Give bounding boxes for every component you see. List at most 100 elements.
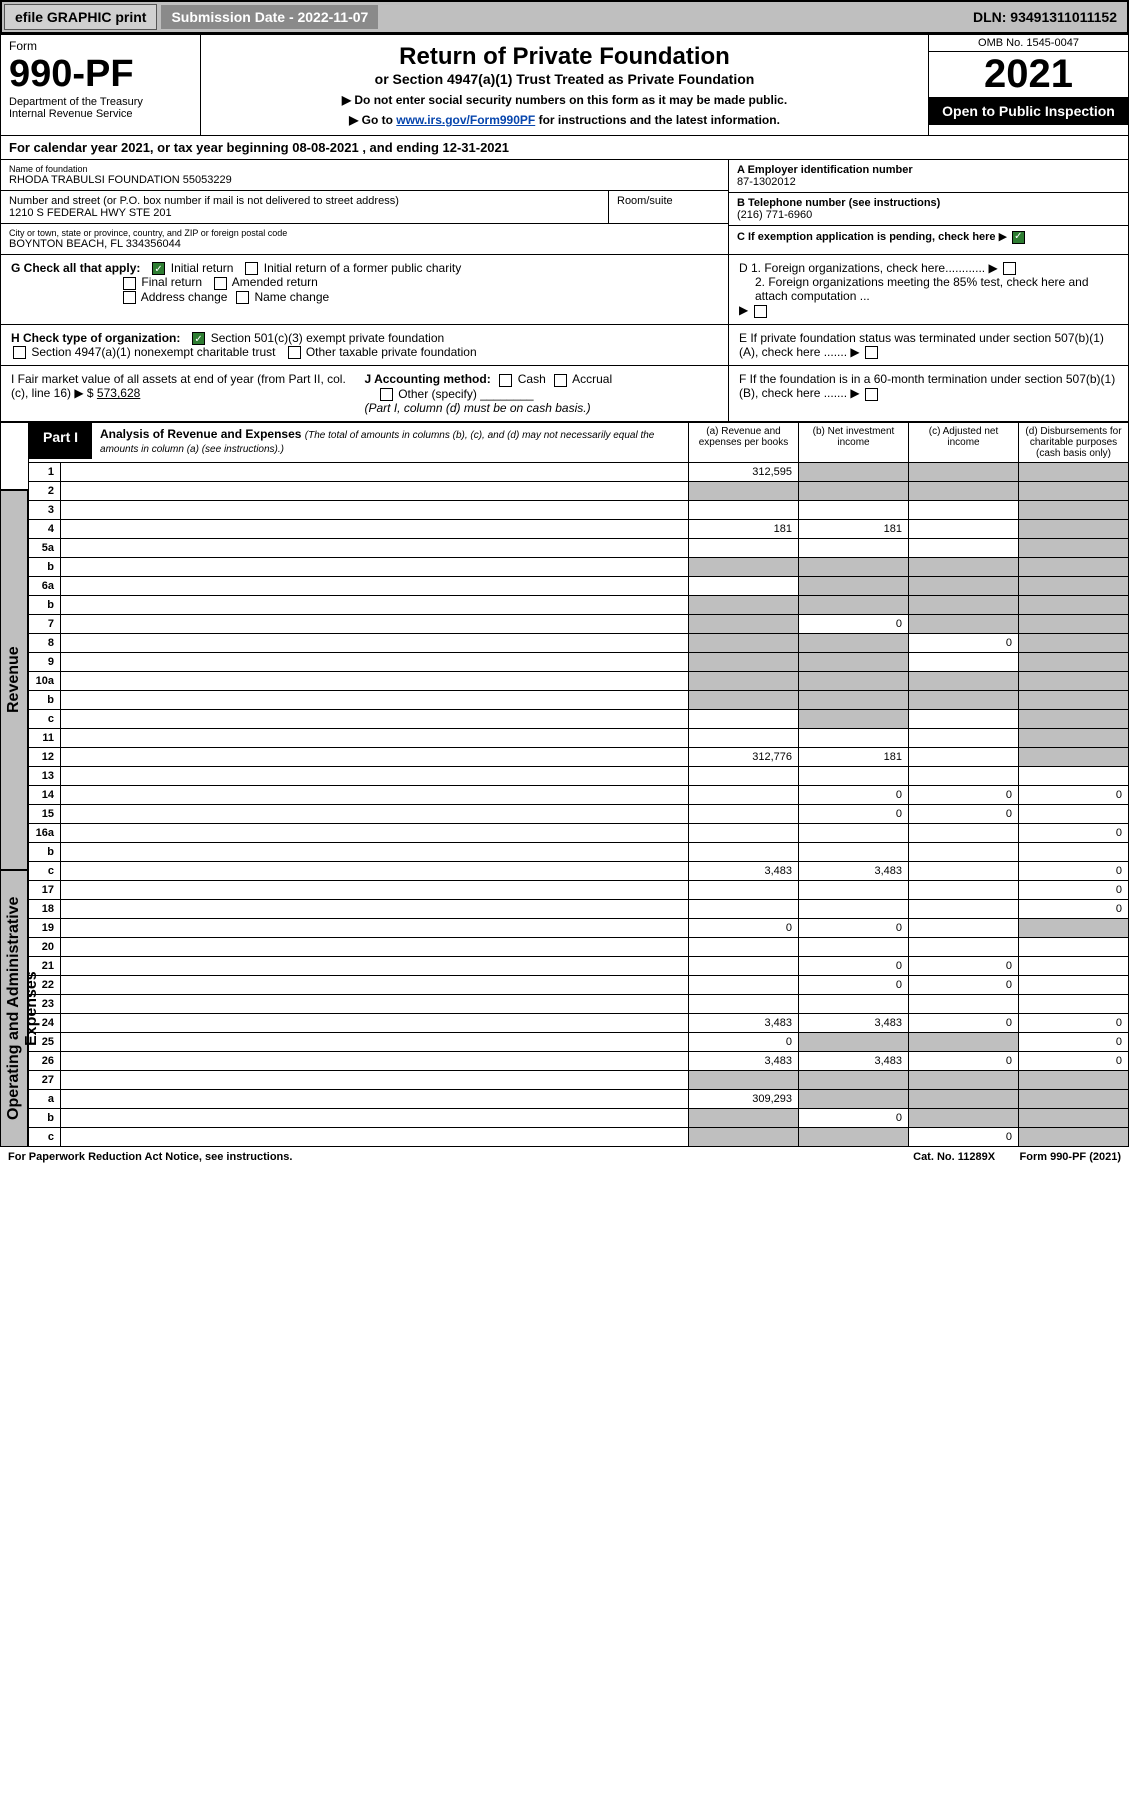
table-row: 10a <box>29 671 1129 690</box>
name-change-checkbox[interactable] <box>236 291 249 304</box>
omb: OMB No. 1545-0047 <box>929 35 1128 52</box>
room-cell: Room/suite <box>608 191 728 223</box>
part1-tag: Part I <box>29 423 92 459</box>
table-row: c <box>29 709 1129 728</box>
table-row: b <box>29 690 1129 709</box>
table-row: 2200 <box>29 975 1129 994</box>
form-label: Form <box>9 39 192 53</box>
table-row: c0 <box>29 1127 1129 1146</box>
arrow-icon: ▶ <box>999 230 1007 243</box>
table-row: 180 <box>29 899 1129 918</box>
initial-public-checkbox[interactable] <box>245 262 258 275</box>
table-row: 16a0 <box>29 823 1129 842</box>
table-row: 20 <box>29 937 1129 956</box>
d2-checkbox[interactable] <box>754 305 767 318</box>
city-cell: City or town, state or province, country… <box>1 224 728 254</box>
table-row: 3 <box>29 500 1129 519</box>
exemption-checkbox[interactable] <box>1012 231 1025 244</box>
foundation-info: Name of foundation RHODA TRABULSI FOUNDA… <box>0 160 1129 255</box>
table-row: 2100 <box>29 956 1129 975</box>
expenses-label: Operating and Administrative Expenses <box>0 870 28 1147</box>
table-row: 1312,595 <box>29 462 1129 481</box>
table-row: 170 <box>29 880 1129 899</box>
footer: For Paperwork Reduction Act Notice, see … <box>0 1147 1129 1167</box>
amended-checkbox[interactable] <box>214 277 227 290</box>
header-right: OMB No. 1545-0047 2021 Open to Public In… <box>928 35 1128 135</box>
header-left: Form 990-PF Department of the Treasury I… <box>1 35 201 135</box>
final-return-checkbox[interactable] <box>123 277 136 290</box>
col-a-header: (a) Revenue and expenses per books <box>689 422 799 462</box>
table-row: 13 <box>29 766 1129 785</box>
table-row: 6a <box>29 576 1129 595</box>
pra-notice: For Paperwork Reduction Act Notice, see … <box>8 1151 292 1163</box>
note-ssn: ▶ Do not enter social security numbers o… <box>209 93 920 107</box>
part1-title: Analysis of Revenue and Expenses (The to… <box>92 423 688 459</box>
table-row: 1900 <box>29 918 1129 937</box>
section-ij-row: I Fair market value of all assets at end… <box>0 366 1129 422</box>
501c3-checkbox[interactable] <box>192 332 205 345</box>
foundation-name-cell: Name of foundation RHODA TRABULSI FOUNDA… <box>1 160 728 191</box>
irs-link[interactable]: www.irs.gov/Form990PF <box>396 113 535 127</box>
exemption-pending-cell: C If exemption application is pending, c… <box>729 226 1128 248</box>
table-row: 80 <box>29 633 1129 652</box>
form-title: Return of Private Foundation <box>209 43 920 71</box>
table-row: 5a <box>29 538 1129 557</box>
section-g-row: G Check all that apply: Initial return I… <box>0 255 1129 325</box>
table-row: b0 <box>29 1108 1129 1127</box>
part1-table-wrap: Revenue Operating and Administrative Exp… <box>0 422 1129 1147</box>
department: Department of the Treasury Internal Reve… <box>9 96 192 120</box>
phone-cell: B Telephone number (see instructions) (2… <box>729 193 1128 226</box>
efile-button[interactable]: efile GRAPHIC print <box>4 4 157 30</box>
header-middle: Return of Private Foundation or Section … <box>201 35 928 135</box>
table-row: 27 <box>29 1070 1129 1089</box>
table-row: 4181181 <box>29 519 1129 538</box>
other-method-checkbox[interactable] <box>380 388 393 401</box>
form-number: 990-PF <box>9 53 192 96</box>
table-row: b <box>29 595 1129 614</box>
table-row: 243,4833,48300 <box>29 1013 1129 1032</box>
address-cell: Number and street (or P.O. box number if… <box>1 191 608 223</box>
part1-table: Part I Analysis of Revenue and Expenses … <box>28 422 1129 1147</box>
form-header: Form 990-PF Department of the Treasury I… <box>0 34 1129 136</box>
table-row: b <box>29 842 1129 861</box>
accrual-checkbox[interactable] <box>554 374 567 387</box>
address-change-checkbox[interactable] <box>123 291 136 304</box>
e-checkbox[interactable] <box>865 346 878 359</box>
note-link: ▶ Go to www.irs.gov/Form990PF for instru… <box>209 113 920 127</box>
tax-year: 2021 <box>929 52 1128 97</box>
revenue-label: Revenue <box>0 490 28 870</box>
table-row: 11 <box>29 728 1129 747</box>
table-row: 263,4833,48300 <box>29 1051 1129 1070</box>
table-row: 9 <box>29 652 1129 671</box>
col-b-header: (b) Net investment income <box>799 422 909 462</box>
f-checkbox[interactable] <box>865 388 878 401</box>
cat-no: Cat. No. 11289X <box>913 1151 995 1163</box>
cash-checkbox[interactable] <box>499 374 512 387</box>
table-row: 1500 <box>29 804 1129 823</box>
fmv-value: 573,628 <box>97 386 140 400</box>
table-row: 14000 <box>29 785 1129 804</box>
form-ref: Form 990-PF (2021) <box>1020 1151 1121 1163</box>
table-row: 2500 <box>29 1032 1129 1051</box>
table-row: b <box>29 557 1129 576</box>
initial-return-checkbox[interactable] <box>152 262 165 275</box>
table-row: 70 <box>29 614 1129 633</box>
table-row: 2 <box>29 481 1129 500</box>
col-d-header: (d) Disbursements for charitable purpose… <box>1019 422 1129 462</box>
top-bar: efile GRAPHIC print Submission Date - 20… <box>0 0 1129 34</box>
section-h-row: H Check type of organization: Section 50… <box>0 325 1129 367</box>
table-row: c3,4833,4830 <box>29 861 1129 880</box>
col-c-header: (c) Adjusted net income <box>909 422 1019 462</box>
submission-date: Submission Date - 2022-11-07 <box>161 5 378 29</box>
table-row: a309,293 <box>29 1089 1129 1108</box>
ein-cell: A Employer identification number 87-1302… <box>729 160 1128 193</box>
4947-checkbox[interactable] <box>13 346 26 359</box>
open-inspection: Open to Public Inspection <box>929 97 1128 125</box>
calendar-year-row: For calendar year 2021, or tax year begi… <box>0 136 1129 160</box>
other-taxable-checkbox[interactable] <box>288 346 301 359</box>
table-row: 23 <box>29 994 1129 1013</box>
d1-checkbox[interactable] <box>1003 262 1016 275</box>
form-subtitle: or Section 4947(a)(1) Trust Treated as P… <box>209 71 920 87</box>
dln: DLN: 93491311011152 <box>973 9 1125 25</box>
table-row: 12312,776181 <box>29 747 1129 766</box>
